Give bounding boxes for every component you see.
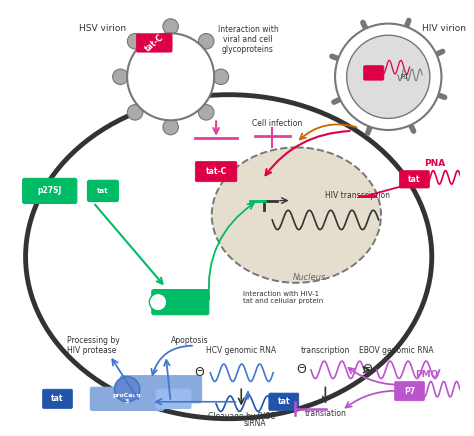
Circle shape (163, 119, 178, 135)
FancyBboxPatch shape (364, 66, 384, 80)
Text: Cleavage by RISC: Cleavage by RISC (208, 412, 275, 421)
FancyBboxPatch shape (91, 387, 164, 410)
Text: HCV genomic RNA: HCV genomic RNA (206, 346, 276, 355)
Circle shape (128, 34, 143, 49)
Circle shape (113, 69, 128, 85)
Text: HIV transcription: HIV transcription (325, 191, 391, 200)
Text: Interaction with
viral and cell
glycoproteins: Interaction with viral and cell glycopro… (218, 24, 278, 54)
Circle shape (346, 35, 430, 119)
Circle shape (127, 33, 214, 120)
Text: Apoptosis: Apoptosis (171, 336, 209, 345)
Ellipse shape (26, 95, 432, 419)
Text: transcription: transcription (301, 346, 350, 355)
Text: Nucleus: Nucleus (292, 273, 326, 283)
Circle shape (213, 69, 228, 85)
Text: tat: tat (97, 188, 109, 194)
Text: siRNA: siRNA (244, 419, 266, 428)
Text: HSV virion: HSV virion (79, 24, 126, 33)
Circle shape (128, 105, 143, 120)
Circle shape (115, 377, 140, 402)
FancyBboxPatch shape (88, 180, 118, 201)
Text: Θ: Θ (362, 363, 372, 376)
Text: PMO: PMO (415, 370, 438, 379)
Text: tat: tat (51, 394, 64, 403)
Text: HIV virion: HIV virion (422, 24, 466, 33)
Text: Cell infection: Cell infection (252, 119, 302, 128)
Text: p27SJ: p27SJ (37, 187, 62, 195)
Circle shape (199, 34, 214, 49)
FancyBboxPatch shape (23, 178, 77, 204)
FancyBboxPatch shape (156, 389, 191, 409)
Text: Processing by
HIV protease: Processing by HIV protease (67, 336, 120, 355)
Circle shape (199, 105, 214, 120)
FancyBboxPatch shape (137, 34, 172, 52)
Circle shape (335, 24, 441, 130)
Text: proCasp
3: proCasp 3 (113, 393, 141, 404)
FancyBboxPatch shape (400, 170, 429, 188)
FancyBboxPatch shape (195, 161, 237, 182)
Text: tat: tat (408, 175, 420, 184)
Text: RT: RT (401, 74, 410, 80)
FancyBboxPatch shape (394, 382, 425, 401)
Text: tat-C: tat-C (143, 33, 165, 53)
Text: Θ: Θ (195, 366, 205, 379)
Circle shape (163, 19, 178, 34)
Text: tat: tat (278, 397, 290, 406)
Text: Interaction with HIV-1
tat and cellular protein: Interaction with HIV-1 tat and cellular … (243, 291, 323, 304)
Text: translation: translation (304, 409, 346, 418)
FancyBboxPatch shape (43, 389, 73, 409)
Text: P7: P7 (404, 387, 415, 395)
Text: PNA: PNA (424, 159, 445, 168)
FancyBboxPatch shape (120, 376, 201, 403)
Ellipse shape (212, 147, 381, 283)
FancyBboxPatch shape (152, 290, 209, 315)
FancyBboxPatch shape (269, 393, 299, 410)
Circle shape (149, 293, 167, 311)
Text: EBOV genomic RNA: EBOV genomic RNA (359, 346, 433, 355)
Text: Θ: Θ (296, 363, 306, 376)
Text: tat-C: tat-C (205, 167, 227, 176)
